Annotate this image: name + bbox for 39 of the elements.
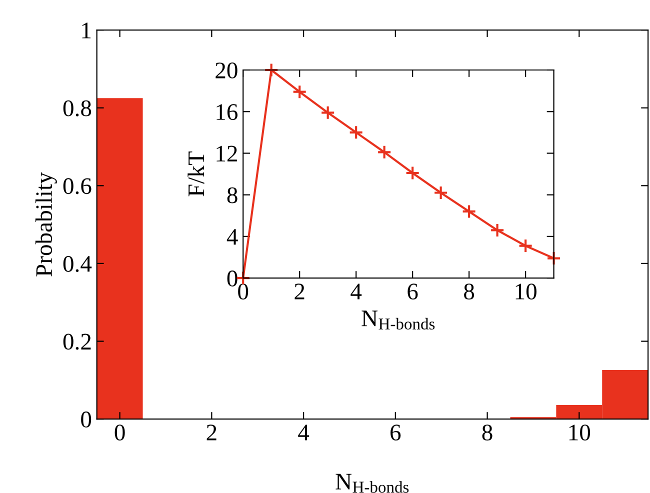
x-tick-label: 6 — [390, 424, 401, 441]
y-tick-label: 4 — [226, 229, 238, 245]
y-tick-label: 16 — [216, 104, 238, 120]
y-tick-label: 0 — [227, 270, 238, 286]
y-tick-label: 1 — [82, 22, 91, 38]
y-tick-label: 0 — [81, 412, 92, 428]
x-tick-label: 10 — [516, 284, 536, 300]
point — [320, 105, 336, 120]
x-tick-label: 4 — [298, 424, 310, 440]
x-tick-label: 8 — [482, 424, 492, 441]
x-tick-label: 10 — [569, 424, 590, 441]
point — [462, 204, 476, 219]
x-axis-title: N$_{H-bonds}$ — [336, 474, 409, 493]
y-tick-label: 0.2 — [63, 334, 91, 350]
x-tick-label: 2 — [206, 424, 216, 440]
point — [546, 250, 562, 266]
y-tick-label: 20 — [216, 62, 238, 78]
point — [264, 62, 279, 78]
x-tick-label: 0 — [114, 424, 125, 441]
point — [292, 84, 307, 100]
point — [434, 185, 448, 200]
point — [377, 144, 392, 160]
y-axis-title: F/kT — [188, 151, 204, 196]
x-tick-label: 0 — [238, 284, 248, 300]
point — [348, 125, 364, 140]
y-tick-label: 0.6 — [63, 178, 92, 194]
x-tick-label: 6 — [408, 284, 418, 300]
point — [518, 238, 533, 254]
point — [490, 222, 505, 238]
y-tick-label: 8 — [227, 187, 238, 204]
y-tick-label: 0.4 — [63, 256, 92, 272]
x-tick-label: 8 — [464, 284, 474, 300]
x-tick-label: 4 — [350, 284, 362, 300]
x-axis-title: N$_{H-bonds}$ — [362, 310, 435, 330]
y-axis-title: Probability — [35, 172, 57, 276]
x-tick-label: 2 — [294, 284, 304, 300]
y-tick-label: 12 — [216, 146, 237, 162]
y-tick-label: 0.8 — [63, 100, 92, 116]
point — [405, 166, 420, 180]
